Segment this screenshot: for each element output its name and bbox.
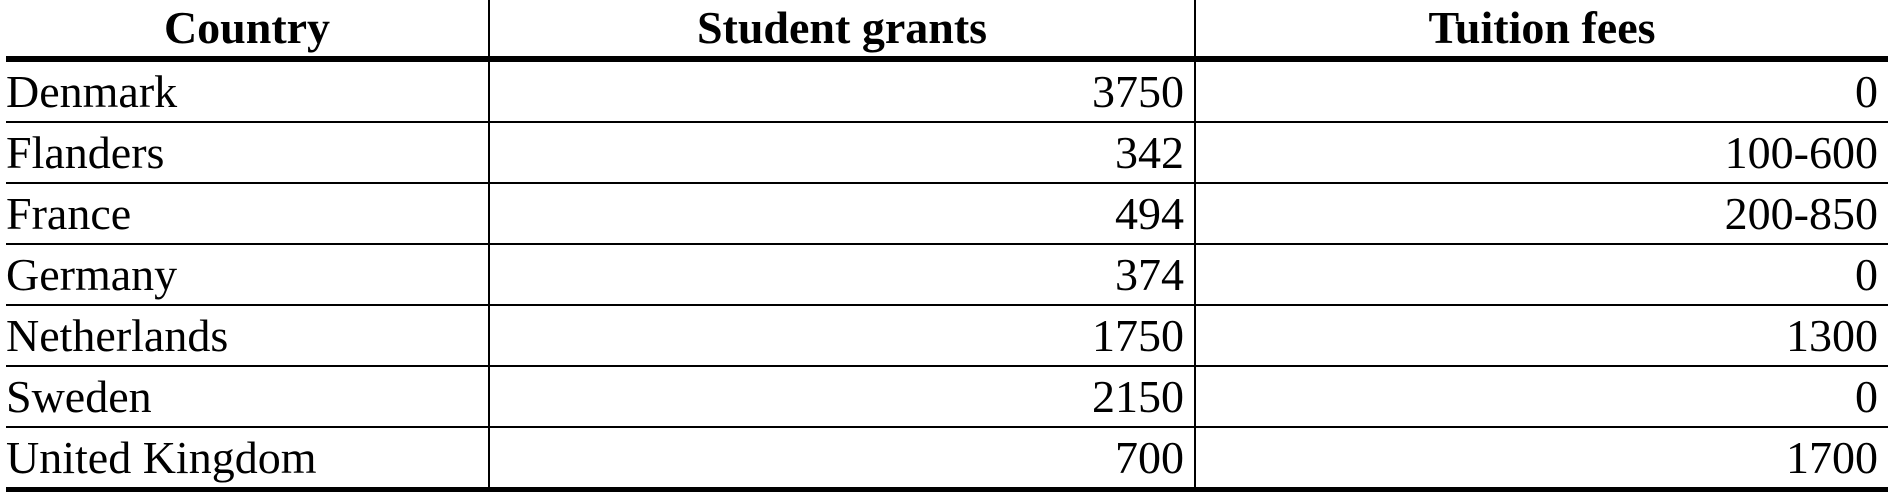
table-header: Country Student grants Tuition fees xyxy=(6,0,1888,62)
cell-student-grants: 342 xyxy=(488,121,1195,183)
cell-tuition-fees: 0 xyxy=(1194,243,1888,305)
cell-country: Sweden xyxy=(6,365,489,427)
cell-student-grants: 1750 xyxy=(488,304,1195,366)
table-row: France 494 200-850 xyxy=(6,182,1888,244)
column-header-tuition-fees: Tuition fees xyxy=(1194,0,1888,62)
column-header-country: Country xyxy=(6,0,489,62)
table-row: Denmark 3750 0 xyxy=(6,59,1888,122)
cell-tuition-fees: 200-850 xyxy=(1194,182,1888,244)
cell-country: Flanders xyxy=(6,121,489,183)
header-row: Country Student grants Tuition fees xyxy=(6,0,1888,62)
cell-country: United Kingdom xyxy=(6,426,489,492)
cell-student-grants: 700 xyxy=(488,426,1195,492)
cell-country: Germany xyxy=(6,243,489,305)
cell-student-grants: 3750 xyxy=(488,59,1195,122)
column-header-student-grants: Student grants xyxy=(488,0,1195,62)
table-body: Denmark 3750 0 Flanders 342 100-600 Fran… xyxy=(6,59,1888,492)
cell-tuition-fees: 1300 xyxy=(1194,304,1888,366)
table-row: Sweden 2150 0 xyxy=(6,365,1888,427)
table-row: Flanders 342 100-600 xyxy=(6,121,1888,183)
data-table-container: Country Student grants Tuition fees Denm… xyxy=(6,0,1888,492)
table-row: Germany 374 0 xyxy=(6,243,1888,305)
cell-student-grants: 374 xyxy=(488,243,1195,305)
table-row: United Kingdom 700 1700 xyxy=(6,426,1888,492)
cell-tuition-fees: 0 xyxy=(1194,365,1888,427)
cell-tuition-fees: 1700 xyxy=(1194,426,1888,492)
cell-country: France xyxy=(6,182,489,244)
cell-student-grants: 494 xyxy=(488,182,1195,244)
cell-country: Netherlands xyxy=(6,304,489,366)
cell-tuition-fees: 0 xyxy=(1194,59,1888,122)
table-row: Netherlands 1750 1300 xyxy=(6,304,1888,366)
cell-tuition-fees: 100-600 xyxy=(1194,121,1888,183)
cell-country: Denmark xyxy=(6,66,178,117)
student-grants-table: Country Student grants Tuition fees Denm… xyxy=(6,0,1888,492)
cell-student-grants: 2150 xyxy=(488,365,1195,427)
